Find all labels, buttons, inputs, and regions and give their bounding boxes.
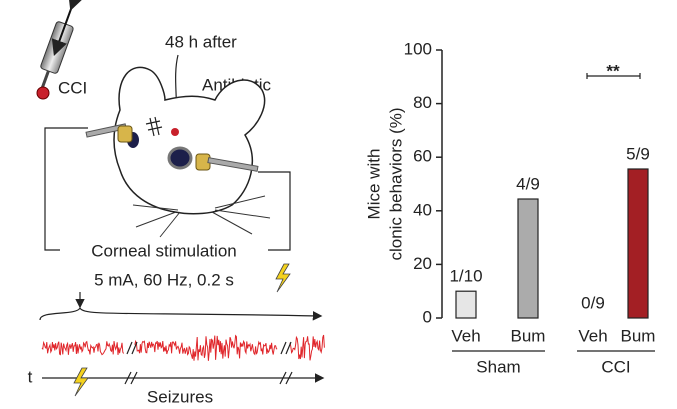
value-label: 0/9 [581, 293, 605, 312]
brace [39, 306, 323, 321]
probe-tip [36, 86, 50, 100]
lightning [275, 263, 291, 293]
break [126, 341, 292, 355]
diagram: CCI 48 h after Antibiotic Corneal stimul… [28, 0, 325, 406]
eeg-trace [41, 334, 325, 361]
wire [44, 127, 88, 251]
outcome-label: Seizures [147, 387, 213, 406]
significance-label: ** [606, 61, 620, 80]
time-axis-label: t [28, 367, 33, 386]
x-tick-label: Bum [511, 326, 546, 345]
bar [455, 290, 477, 319]
wire [258, 171, 291, 251]
x-tick-label: Veh [451, 326, 480, 345]
time-label: 48 h after [165, 32, 237, 51]
y-tick-label: 40 [413, 200, 432, 219]
bar [517, 198, 539, 319]
group-label: CCI [601, 357, 630, 376]
significance-bracket [586, 73, 641, 79]
y-tick-label: 0 [423, 307, 432, 326]
mouse [85, 66, 271, 238]
y-axis-label: Mice with [364, 149, 383, 220]
y-tick-label: 80 [413, 93, 432, 112]
stimulation-params: 5 mA, 60 Hz, 0.2 s [94, 270, 234, 289]
bar [627, 168, 649, 319]
y-tick-label: 60 [413, 147, 432, 166]
y-axis-label: clonic behaviors (%) [386, 107, 405, 260]
break [124, 371, 293, 385]
x-tick-label: Bum [621, 326, 656, 345]
y-tick-label: 20 [413, 254, 432, 273]
x-tick-label: Veh [578, 326, 607, 345]
stimulation-title: Corneal stimulation [91, 241, 237, 260]
value-label: 4/9 [516, 174, 540, 193]
lightning [73, 367, 89, 397]
probe-label: CCI [58, 78, 87, 97]
value-label: 5/9 [626, 144, 650, 163]
value-label: 1/10 [449, 267, 482, 286]
group-label: Sham [476, 357, 520, 376]
y-tick-label: 100 [404, 39, 432, 58]
